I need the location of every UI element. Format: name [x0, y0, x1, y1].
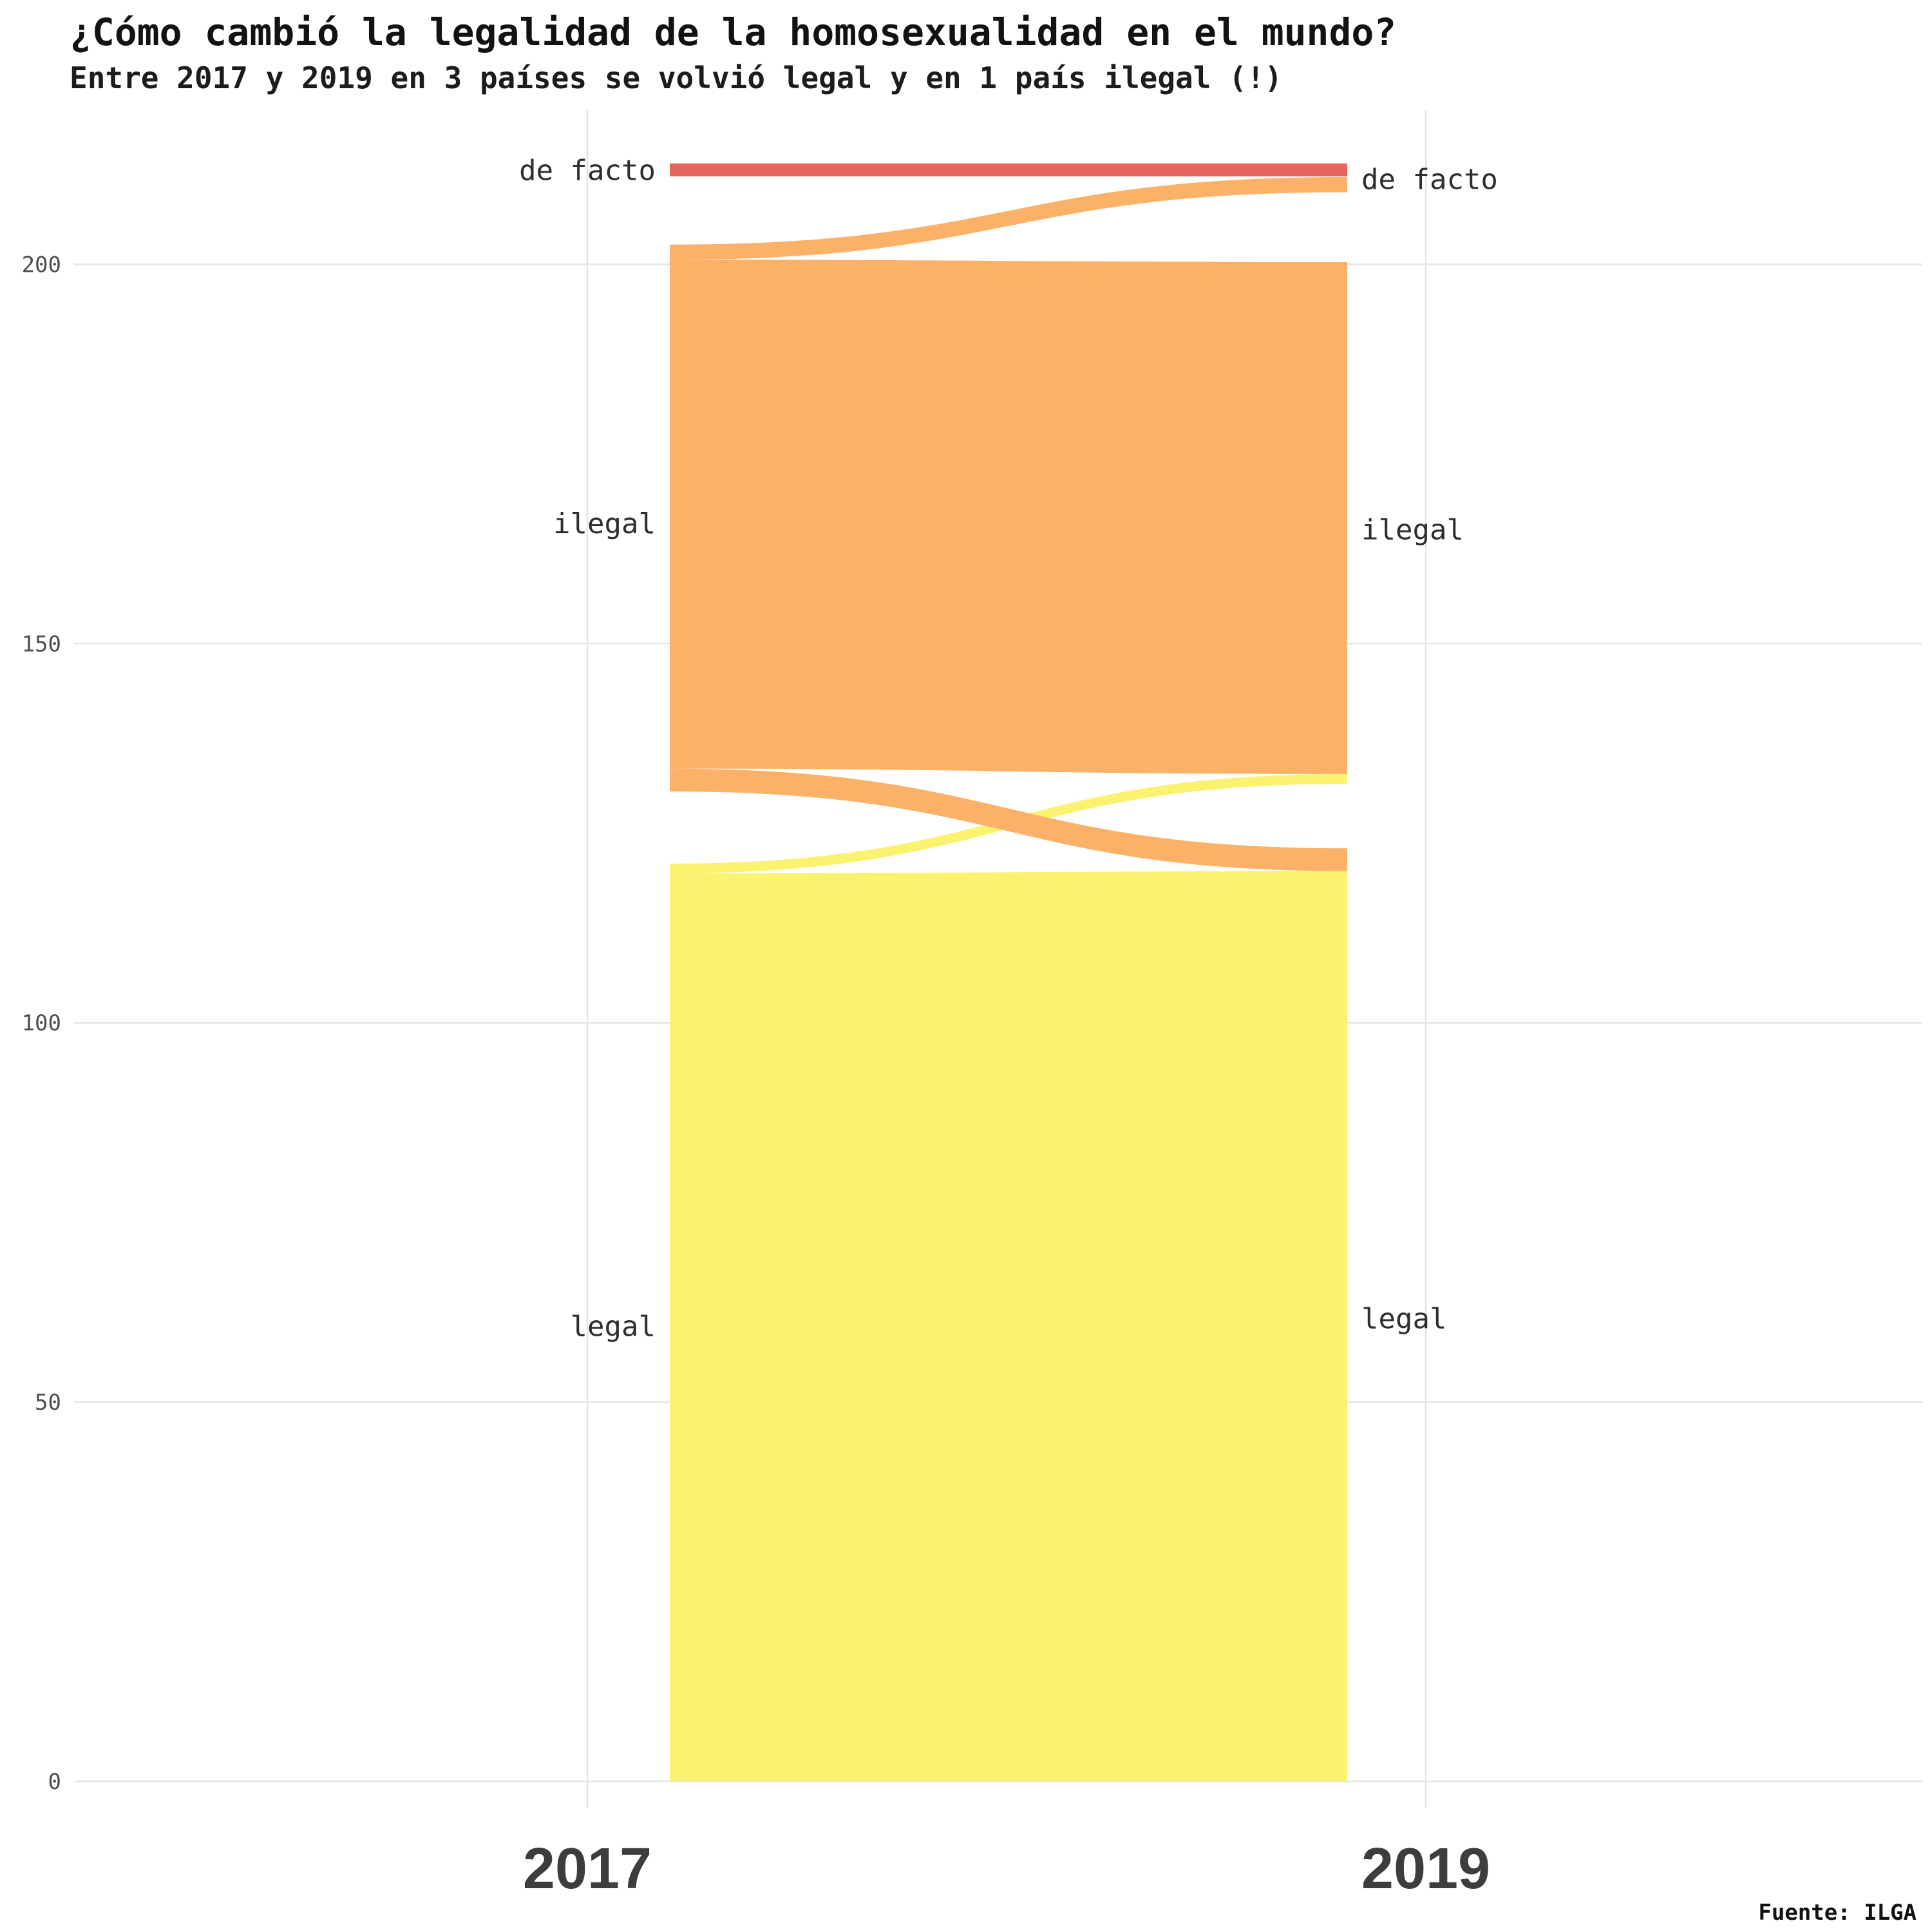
stratum-label-2017-de-facto: de facto — [519, 154, 656, 187]
chart-subtitle: Entre 2017 y 2019 en 3 países se volvió … — [70, 61, 1283, 95]
flow-ilegal-ilegal — [670, 260, 1347, 774]
stratum-label-2019-legal: legal — [1361, 1303, 1446, 1336]
flow-de-facto-de-facto — [670, 163, 1347, 176]
chart-title: ¿Cómo cambió la legalidad de la homosexu… — [70, 10, 1397, 54]
flow-legal-legal — [670, 871, 1347, 1781]
stratum-label-2019-de-facto: de facto — [1361, 163, 1498, 196]
y-tick-label-150: 150 — [22, 631, 61, 657]
flow-ilegal-legal — [670, 768, 1347, 871]
y-tick-label-100: 100 — [22, 1010, 61, 1036]
source-credit: Fuente: ILGA — [1758, 1900, 1917, 1926]
stratum-label-2019-ilegal: ilegal — [1361, 514, 1464, 547]
stratum-label-2017-legal: legal — [571, 1310, 656, 1343]
x-axis-label-2019: 2019 — [1361, 1837, 1490, 1901]
x-axis-label-2017: 2017 — [523, 1837, 652, 1901]
y-tick-label-200: 200 — [22, 252, 61, 278]
stratum-label-2017-ilegal: ilegal — [553, 507, 656, 540]
y-tick-label-50: 50 — [35, 1390, 61, 1416]
flow-ilegal-de-facto — [670, 176, 1347, 260]
y-tick-label-0: 0 — [48, 1769, 61, 1795]
